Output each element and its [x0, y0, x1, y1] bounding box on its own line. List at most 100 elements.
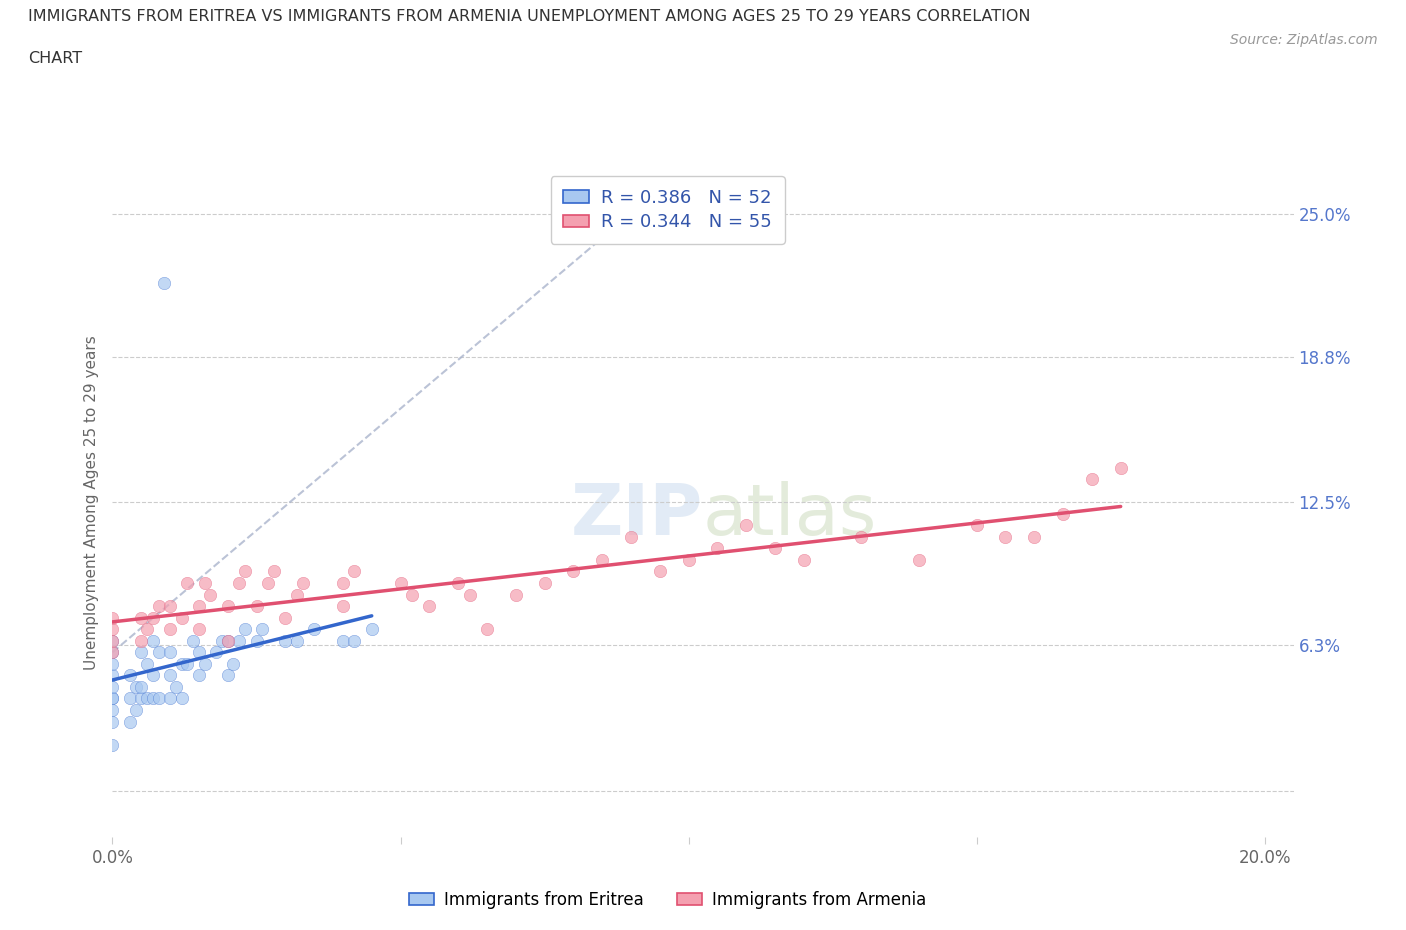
Point	[228, 633, 250, 648]
Point	[148, 691, 170, 706]
Point	[332, 633, 354, 648]
Point	[1081, 472, 1104, 486]
Point	[793, 552, 815, 567]
Point	[124, 702, 146, 717]
Point	[252, 622, 274, 637]
Point	[505, 587, 527, 602]
Point	[1052, 506, 1074, 521]
Point	[851, 529, 873, 544]
Point	[101, 714, 124, 729]
Point	[648, 564, 671, 578]
Point	[233, 564, 256, 578]
Point	[142, 668, 165, 683]
Point	[274, 610, 297, 625]
Point	[245, 599, 267, 614]
Point	[170, 657, 193, 671]
Point	[205, 644, 228, 659]
Point	[332, 576, 354, 591]
Legend: Immigrants from Eritrea, Immigrants from Armenia: Immigrants from Eritrea, Immigrants from…	[402, 884, 934, 916]
Point	[343, 564, 366, 578]
Point	[966, 518, 988, 533]
Point	[187, 644, 209, 659]
Point	[533, 576, 555, 591]
Point	[165, 680, 187, 695]
Point	[101, 610, 124, 625]
Point	[447, 576, 470, 591]
Point	[153, 275, 176, 290]
Point	[136, 657, 159, 671]
Point	[217, 633, 239, 648]
Point	[222, 657, 245, 671]
Point	[735, 518, 758, 533]
Point	[228, 576, 250, 591]
Point	[118, 714, 141, 729]
Point	[124, 680, 146, 695]
Point	[118, 668, 141, 683]
Point	[194, 657, 217, 671]
Point	[142, 610, 165, 625]
Point	[181, 633, 204, 648]
Point	[591, 552, 613, 567]
Point	[101, 691, 124, 706]
Point	[129, 691, 152, 706]
Point	[101, 737, 124, 752]
Point	[389, 576, 412, 591]
Point	[763, 541, 786, 556]
Text: Source: ZipAtlas.com: Source: ZipAtlas.com	[1230, 33, 1378, 46]
Y-axis label: Unemployment Among Ages 25 to 29 years: Unemployment Among Ages 25 to 29 years	[84, 335, 100, 670]
Point	[159, 622, 181, 637]
Point	[118, 691, 141, 706]
Point	[101, 668, 124, 683]
Point	[245, 633, 267, 648]
Point	[233, 622, 256, 637]
Point	[360, 622, 382, 637]
Point	[136, 691, 159, 706]
Point	[129, 644, 152, 659]
Text: atlas: atlas	[703, 481, 877, 550]
Point	[170, 610, 193, 625]
Point	[200, 587, 222, 602]
Point	[101, 644, 124, 659]
Point	[678, 552, 700, 567]
Point	[274, 633, 297, 648]
Point	[401, 587, 423, 602]
Point	[343, 633, 366, 648]
Text: CHART: CHART	[28, 51, 82, 66]
Point	[101, 622, 124, 637]
Point	[176, 576, 198, 591]
Point	[562, 564, 585, 578]
Point	[159, 644, 181, 659]
Point	[217, 668, 239, 683]
Point	[159, 668, 181, 683]
Point	[285, 633, 308, 648]
Point	[101, 702, 124, 717]
Point	[908, 552, 931, 567]
Point	[101, 644, 124, 659]
Point	[620, 529, 643, 544]
Point	[994, 529, 1017, 544]
Point	[159, 599, 181, 614]
Text: IMMIGRANTS FROM ERITREA VS IMMIGRANTS FROM ARMENIA UNEMPLOYMENT AMONG AGES 25 TO: IMMIGRANTS FROM ERITREA VS IMMIGRANTS FR…	[28, 9, 1031, 24]
Point	[194, 576, 217, 591]
Point	[217, 599, 239, 614]
Point	[187, 668, 209, 683]
Point	[101, 691, 124, 706]
Point	[142, 633, 165, 648]
Text: ZIP: ZIP	[571, 481, 703, 550]
Point	[418, 599, 440, 614]
Point	[148, 599, 170, 614]
Point	[332, 599, 354, 614]
Point	[291, 576, 314, 591]
Point	[129, 680, 152, 695]
Point	[217, 633, 239, 648]
Point	[458, 587, 481, 602]
Point	[129, 610, 152, 625]
Point	[263, 564, 285, 578]
Point	[101, 633, 124, 648]
Point	[148, 644, 170, 659]
Point	[285, 587, 308, 602]
Point	[170, 691, 193, 706]
Point	[142, 691, 165, 706]
Point	[187, 622, 209, 637]
Point	[706, 541, 728, 556]
